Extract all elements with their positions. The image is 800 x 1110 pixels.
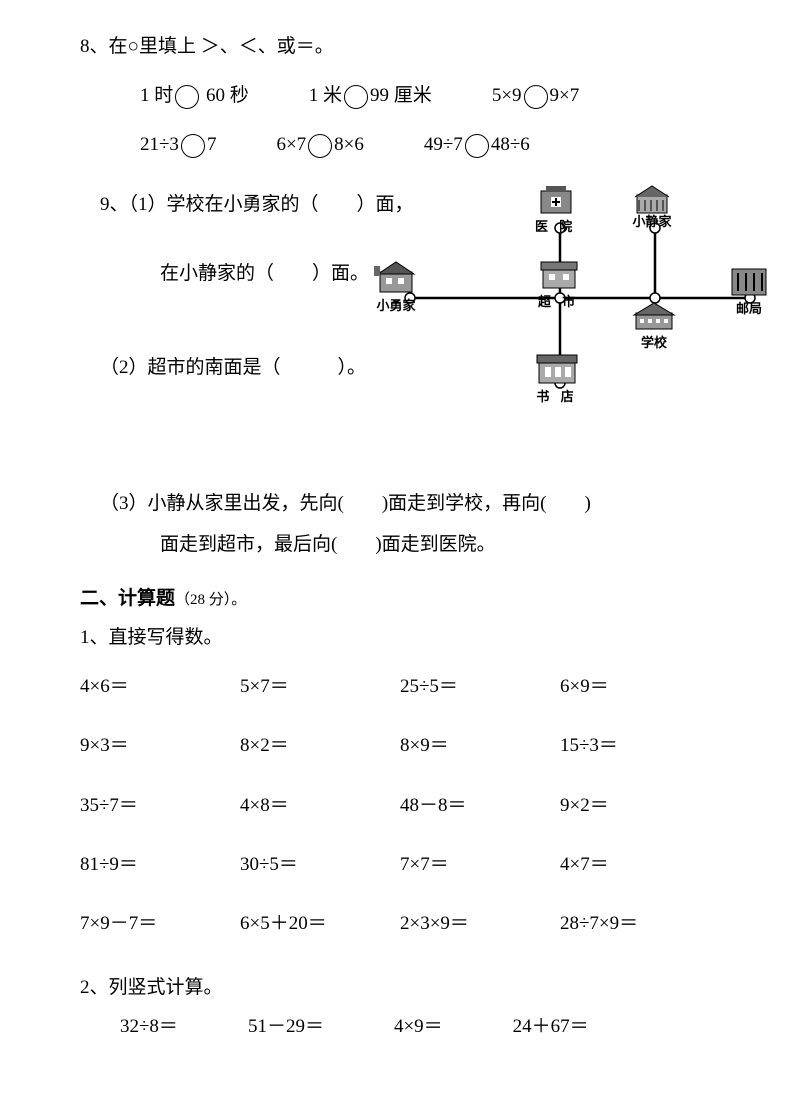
q8-title: 8、在○里填上 ＞、＜、或＝。 xyxy=(80,30,720,64)
q8-item: 1 米99 厘米 xyxy=(309,79,432,113)
q8-row1: 1 时 60 秒 1 米99 厘米 5×99×7 xyxy=(140,79,720,113)
calc-item: 30÷5＝ xyxy=(240,848,400,882)
q9-line5: 面走到超市，最后向( )面走到医院。 xyxy=(160,528,720,562)
question-8: 8、在○里填上 ＞、＜、或＝。 1 时 60 秒 1 米99 厘米 5×99×7… xyxy=(80,30,720,163)
q9-line4: （3）小静从家里出发，先向( )面走到学校，再向( ) xyxy=(100,480,720,528)
calc-item: 2×3×9＝ xyxy=(400,907,560,941)
bookstore-icon: 书 店 xyxy=(535,353,579,408)
calc-item: 7×7＝ xyxy=(400,848,560,882)
calc-item: 8×2＝ xyxy=(240,729,400,763)
calc-item: 4×7＝ xyxy=(560,848,720,882)
map-lines xyxy=(380,183,780,413)
calc-item: 35÷7＝ xyxy=(80,789,240,823)
school-icon: 学校 xyxy=(632,301,676,354)
q8-item: 49÷748÷6 xyxy=(424,128,530,162)
calc-item: 6×9＝ xyxy=(560,670,720,704)
q8-item: 5×99×7 xyxy=(492,79,579,113)
q2-2-title: 2、列竖式计算。 xyxy=(80,971,720,1005)
xiaojing-icon: 小静家 xyxy=(632,183,672,229)
calc-item: 6×5＋20＝ xyxy=(240,907,400,941)
q8-item: 21÷37 xyxy=(140,128,216,162)
calc-item: 4×8＝ xyxy=(240,789,400,823)
map-diagram: 北 医 院 小静家 小勇家 超 市 xyxy=(380,183,780,413)
calc-item: 24＋67＝ xyxy=(513,1010,589,1044)
calc-item: 9×3＝ xyxy=(80,729,240,763)
calc-item: 4×6＝ xyxy=(80,670,240,704)
calc-item: 48－8＝ xyxy=(400,789,560,823)
hospital-icon: 医 院 xyxy=(535,183,576,238)
q2-1-title: 1、直接写得数。 xyxy=(80,621,720,655)
calc-item: 81÷9＝ xyxy=(80,848,240,882)
calc-item: 15÷3＝ xyxy=(560,729,720,763)
q8-row2: 21÷37 6×78×6 49÷748÷6 xyxy=(140,128,720,162)
supermarket-icon: 超 市 xyxy=(538,258,579,313)
section-2-title: 二、计算题（28 分）。 xyxy=(80,582,720,616)
q8-item: 1 时 60 秒 xyxy=(140,79,249,113)
xiaoyong-icon: 小勇家 xyxy=(372,258,420,317)
calc-item: 4×9＝ xyxy=(394,1010,443,1044)
question-9: 9、（1）学校在小勇家的（ ）面， 在小静家的（ ）面。 （2）超市的南面是（ … xyxy=(80,188,720,562)
calc-item: 5×7＝ xyxy=(240,670,400,704)
calc-grid: 4×6＝ 5×7＝ 25÷5＝ 6×9＝ 9×3＝ 8×2＝ 8×9＝ 15÷3… xyxy=(80,670,720,941)
calc-item: 28÷7×9＝ xyxy=(560,907,720,941)
q8-item: 6×78×6 xyxy=(276,128,363,162)
calc-item: 25÷5＝ xyxy=(400,670,560,704)
calc-item: 9×2＝ xyxy=(560,789,720,823)
q2-2-row: 32÷8＝ 51－29＝ 4×9＝ 24＋67＝ xyxy=(120,1010,720,1044)
postoffice-icon: 邮局 xyxy=(728,263,770,320)
calc-item: 8×9＝ xyxy=(400,729,560,763)
calc-item: 32÷8＝ xyxy=(120,1010,178,1044)
calc-item: 51－29＝ xyxy=(248,1010,324,1044)
calc-item: 7×9－7＝ xyxy=(80,907,240,941)
